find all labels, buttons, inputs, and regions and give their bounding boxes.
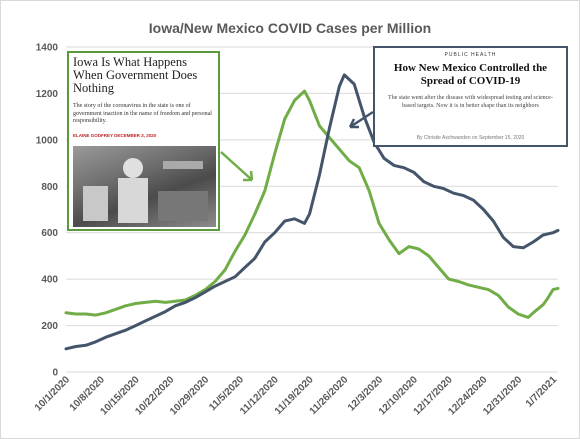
chart-title: Iowa/New Mexico COVID Cases per Million [149,20,431,36]
y-tick-label: 1400 [36,43,59,54]
x-tick-labels: 10/1/202010/8/202010/15/202010/22/202010… [33,374,560,417]
iowa-arrow [220,151,253,181]
nm-article-byline: By Christie Aschwanden on September 15, … [416,135,525,141]
x-tick-label: 1/7/2021 [524,374,560,410]
nm-article-card: PUBLIC HEALTH How New Mexico Controlled … [373,46,568,147]
y-tick-label: 400 [41,275,58,286]
x-tick-label: 10/1/2020 [33,374,73,414]
nm-article-title: How New Mexico Controlled the Spread of … [393,62,548,87]
y-tick-label: 1000 [36,135,59,146]
lab-workers-photo [73,146,216,227]
series-line-new-mexico [64,73,560,351]
series-lines [64,73,560,351]
photo-shapes [83,158,208,223]
y-tick-label: 200 [41,321,58,332]
annotation-arrows [220,110,374,182]
nm-article-subtitle: The state went after the disease with wi… [388,95,553,109]
y-tick-label: 1200 [36,89,59,100]
nm-arrow-head [348,118,359,129]
nm-arrow [349,110,374,129]
y-tick-label: 600 [41,228,58,239]
iowa-article-title: Iowa Is What Happens When Government Doe… [73,55,198,95]
y-tick-label: 800 [41,182,58,193]
iowa-article-byline: ELAINE GODFREY DECEMBER 3, 2020 [73,133,157,138]
iowa-article-card: Iowa Is What Happens When Government Doe… [67,51,220,231]
iowa-arrow-head [243,170,254,182]
series-line-iowa [64,89,560,319]
y-tick-labels: 0 200 400 600 800 1000 1200 1400 [36,43,59,379]
nm-article-kicker: PUBLIC HEALTH [444,52,497,58]
x-tick-label: 11/26/2020 [308,374,351,417]
iowa-article-subtitle: The story of the coronavirus in the stat… [73,103,212,124]
y-tick-label: 0 [52,368,58,379]
